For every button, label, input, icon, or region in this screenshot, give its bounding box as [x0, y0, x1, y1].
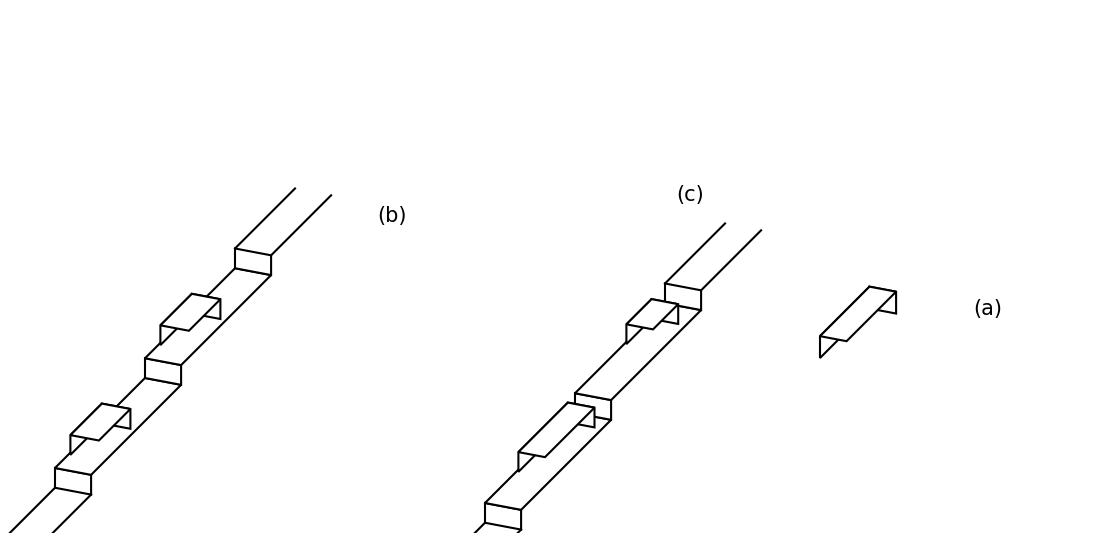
Polygon shape [820, 287, 870, 358]
Polygon shape [519, 402, 567, 472]
Text: (a): (a) [974, 299, 1002, 319]
Polygon shape [567, 402, 594, 427]
Polygon shape [55, 378, 181, 475]
Polygon shape [71, 403, 130, 440]
Polygon shape [870, 287, 896, 313]
Polygon shape [485, 503, 521, 530]
Polygon shape [626, 299, 651, 344]
Polygon shape [160, 294, 221, 331]
Polygon shape [665, 284, 701, 310]
Polygon shape [485, 413, 612, 510]
Polygon shape [145, 358, 181, 385]
Polygon shape [145, 268, 272, 365]
Text: (b): (b) [378, 206, 406, 226]
Polygon shape [820, 287, 896, 341]
Text: (c): (c) [676, 184, 704, 205]
Polygon shape [575, 393, 612, 420]
Polygon shape [160, 294, 192, 345]
Polygon shape [102, 403, 130, 429]
Polygon shape [71, 403, 102, 455]
Polygon shape [575, 303, 701, 400]
Polygon shape [192, 294, 221, 319]
Polygon shape [651, 299, 678, 324]
Polygon shape [519, 402, 594, 457]
Polygon shape [626, 299, 678, 329]
Polygon shape [55, 468, 92, 495]
Polygon shape [235, 248, 272, 275]
